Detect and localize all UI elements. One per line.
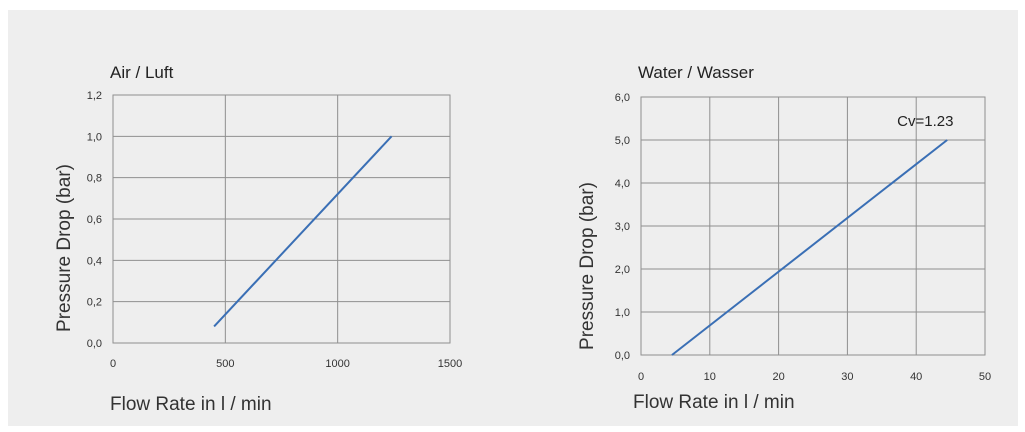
water-x-tick-label: 10	[704, 371, 716, 383]
water-x-tick-label: 50	[979, 371, 991, 383]
air-x-tick-label: 1500	[438, 358, 462, 370]
water-x-tick-label: 40	[910, 371, 922, 383]
water-y-tick-label: 3,0	[615, 221, 630, 233]
air-chart-title: Air / Luft	[110, 63, 174, 82]
air-y-tick-label: 0,0	[87, 338, 102, 350]
water-x-tick-label: 30	[841, 371, 853, 383]
water-y-tick-label: 4,0	[615, 178, 630, 190]
air-y-tick-label: 0,2	[87, 297, 102, 309]
water-x-tick-label: 0	[638, 371, 644, 383]
water-annotation: Cv=1.23	[897, 113, 953, 130]
water-y-tick-label: 1,0	[615, 307, 630, 319]
air-y-tick-label: 0,4	[87, 255, 102, 267]
chart-panel	[8, 10, 1018, 426]
air-y-tick-label: 0,6	[87, 214, 102, 226]
water-x-tick-label: 20	[772, 371, 784, 383]
water-y-axis-label: Pressure Drop (bar)	[577, 182, 598, 350]
water-y-tick-label: 6,0	[615, 92, 630, 104]
air-y-tick-label: 0,8	[87, 173, 102, 185]
water-series-line	[671, 139, 948, 356]
air-y-tick-label: 1,0	[87, 131, 102, 143]
air-x-tick-label: 1000	[325, 358, 349, 370]
air-y-tick-label: 1,2	[87, 90, 102, 102]
air-x-axis-label: Flow Rate in l / min	[110, 394, 272, 415]
water-y-tick-label: 5,0	[615, 135, 630, 147]
air-x-tick-label: 0	[110, 358, 116, 370]
air-x-tick-label: 500	[216, 358, 234, 370]
water-x-axis-label: Flow Rate in l / min	[633, 392, 795, 413]
air-y-axis-label: Pressure Drop (bar)	[54, 164, 75, 332]
water-chart: Water / Wasser Pressure Drop (bar) Flow …	[577, 63, 991, 413]
water-y-tick-label: 2,0	[615, 264, 630, 276]
water-chart-title: Water / Wasser	[638, 63, 754, 82]
air-chart: Air / Luft Pressure Drop (bar) Flow Rate…	[54, 63, 462, 415]
water-y-tick-label: 0,0	[615, 350, 630, 362]
air-series-line	[213, 135, 393, 328]
